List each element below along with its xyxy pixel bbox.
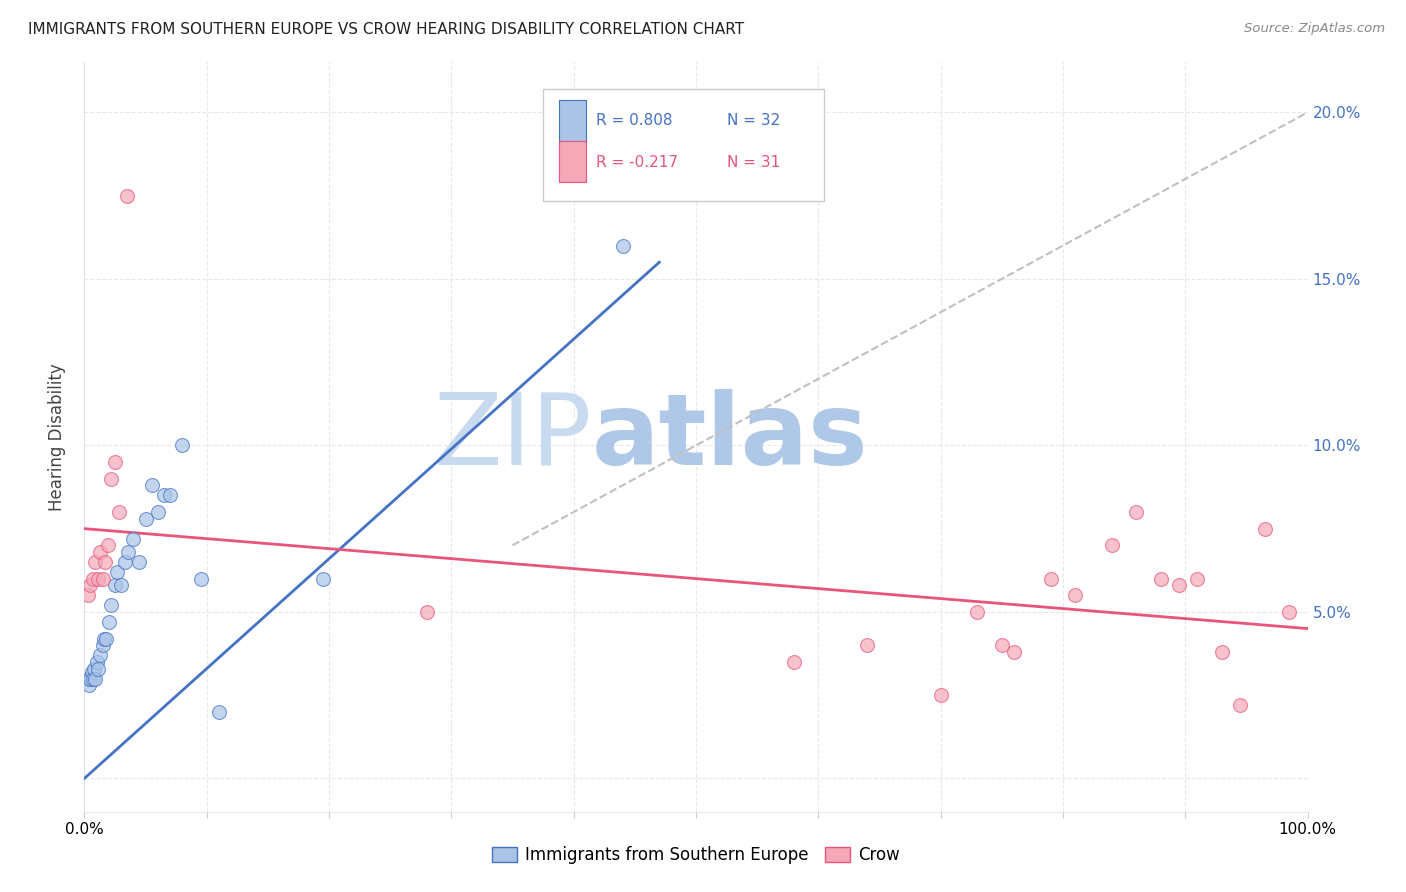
Legend: Immigrants from Southern Europe, Crow: Immigrants from Southern Europe, Crow: [485, 839, 907, 871]
Y-axis label: Hearing Disability: Hearing Disability: [48, 363, 66, 511]
Point: [190, 572, 212, 586]
Point: [128, 555, 150, 569]
Point: [416, 605, 439, 619]
Point: [82, 572, 104, 586]
Point: [312, 572, 335, 586]
Point: [1064, 588, 1087, 602]
Bar: [560, 100, 586, 141]
Point: [84, 672, 107, 686]
Point: [1002, 645, 1025, 659]
Point: [1254, 522, 1277, 536]
Text: N = 31: N = 31: [727, 154, 780, 169]
Text: Source: ZipAtlas.com: Source: ZipAtlas.com: [1244, 22, 1385, 36]
Point: [1278, 605, 1301, 619]
Point: [141, 478, 163, 492]
Point: [115, 188, 138, 202]
Point: [96, 632, 118, 646]
Point: [97, 538, 120, 552]
Point: [104, 578, 127, 592]
Point: [77, 672, 100, 686]
Point: [172, 438, 194, 452]
Point: [208, 705, 231, 719]
Text: atlas: atlas: [592, 389, 869, 485]
Point: [93, 632, 115, 646]
Point: [89, 648, 111, 663]
Point: [97, 615, 120, 629]
Point: [135, 511, 157, 525]
Point: [100, 599, 122, 613]
Point: [114, 555, 136, 569]
Point: [929, 688, 952, 702]
Point: [991, 638, 1014, 652]
Point: [1150, 572, 1173, 586]
Point: [110, 578, 132, 592]
Point: [107, 505, 129, 519]
Point: [80, 665, 103, 679]
Point: [87, 661, 110, 675]
Point: [82, 672, 104, 686]
Point: [84, 555, 107, 569]
Point: [89, 545, 111, 559]
Point: [122, 532, 145, 546]
Point: [146, 505, 169, 519]
Text: ZIP: ZIP: [433, 389, 592, 485]
Point: [104, 455, 127, 469]
Text: N = 32: N = 32: [727, 113, 780, 128]
Point: [159, 488, 181, 502]
Bar: [560, 141, 586, 182]
Point: [966, 605, 988, 619]
Point: [79, 672, 101, 686]
Point: [117, 545, 139, 559]
Point: [77, 678, 100, 692]
Point: [1125, 505, 1147, 519]
Point: [91, 572, 114, 586]
Text: IMMIGRANTS FROM SOUTHERN EUROPE VS CROW HEARING DISABILITY CORRELATION CHART: IMMIGRANTS FROM SOUTHERN EUROPE VS CROW …: [28, 22, 744, 37]
Point: [1211, 645, 1233, 659]
Point: [79, 578, 101, 592]
Point: [783, 655, 806, 669]
Point: [91, 638, 114, 652]
Text: R = 0.808: R = 0.808: [596, 113, 672, 128]
Point: [612, 238, 634, 252]
Point: [86, 655, 108, 669]
Point: [94, 555, 117, 569]
Point: [1187, 572, 1209, 586]
Point: [1101, 538, 1123, 552]
Point: [77, 588, 100, 602]
FancyBboxPatch shape: [543, 88, 824, 201]
Point: [1168, 578, 1191, 592]
Point: [105, 565, 128, 579]
Point: [1039, 572, 1062, 586]
Point: [153, 488, 176, 502]
Point: [83, 661, 105, 675]
Point: [1229, 698, 1251, 713]
Point: [856, 638, 879, 652]
Text: R = -0.217: R = -0.217: [596, 154, 678, 169]
Point: [87, 572, 110, 586]
Point: [100, 472, 122, 486]
